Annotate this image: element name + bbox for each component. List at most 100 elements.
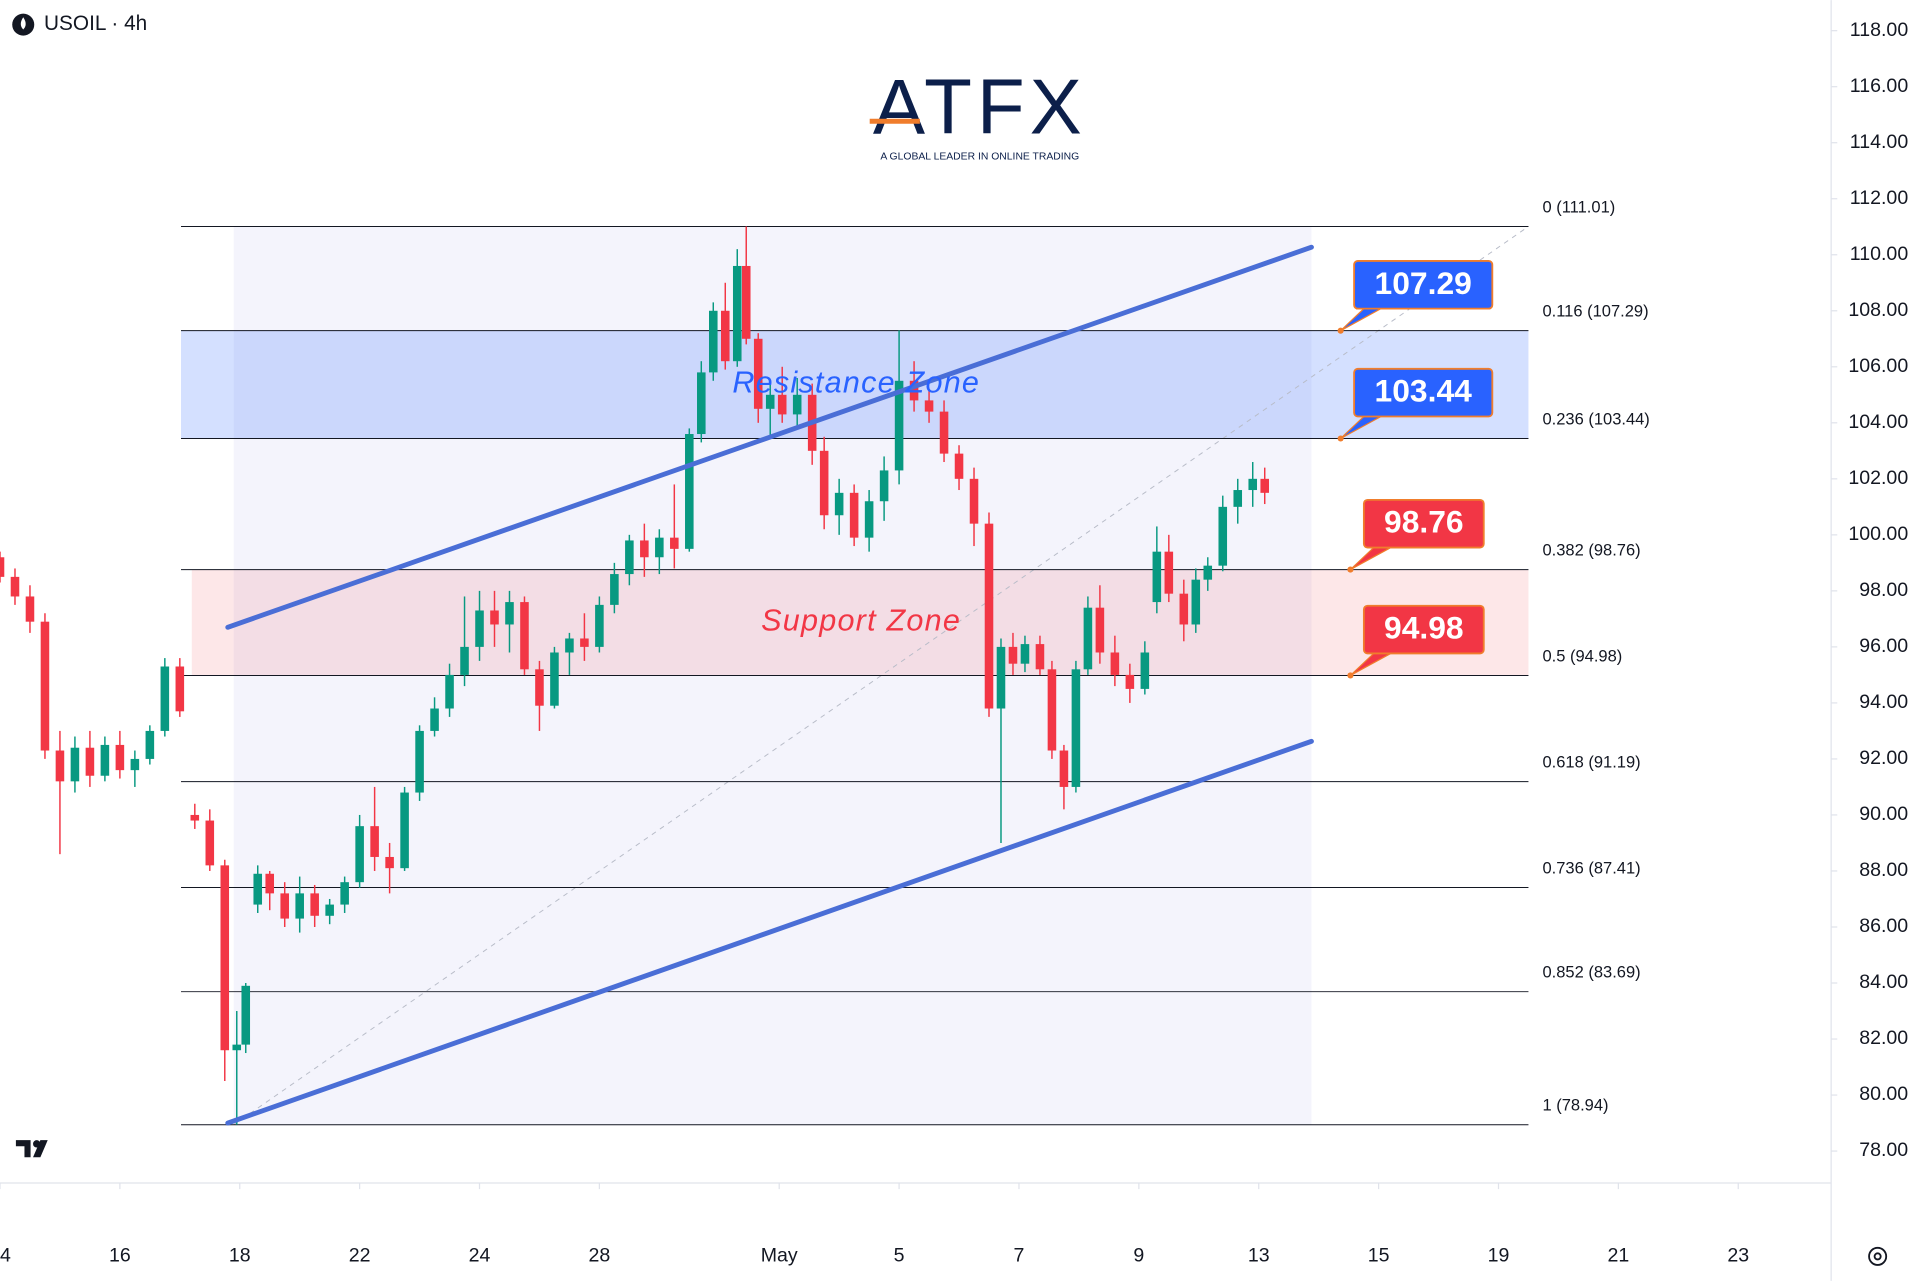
candle-body: [205, 820, 215, 866]
candle-body: [834, 492, 844, 516]
fib-label: 0 (111.01): [1542, 198, 1615, 216]
candle-body: [325, 904, 334, 916]
settings-gear-center[interactable]: [1873, 1252, 1882, 1261]
candle-body: [220, 865, 230, 1051]
x-tick-label: 23: [1727, 1245, 1749, 1267]
candle-body: [720, 310, 730, 362]
candle-body: [100, 744, 110, 776]
x-tick-label: 18: [229, 1245, 251, 1267]
symbol-title: USOIL · 4h: [44, 12, 147, 35]
candle-body: [415, 730, 424, 793]
y-tick-label: 108.00: [1848, 299, 1908, 321]
candle-body: [1059, 750, 1069, 787]
candle-body: [939, 411, 949, 454]
candle-body: [535, 669, 544, 706]
fib-label: 0.618 (91.19): [1542, 754, 1640, 772]
symbol-icon-drop: [20, 17, 26, 30]
candle-body: [1035, 644, 1045, 670]
y-tick-label: 96.00: [1859, 635, 1908, 657]
candle-body: [241, 985, 251, 1045]
candle-body: [0, 557, 5, 577]
channel-line: [225, 244, 1314, 630]
candle-body: [385, 856, 394, 869]
candle-body: [475, 610, 484, 647]
y-tick-label: 88.00: [1859, 859, 1908, 881]
y-tick-label: 90.00: [1859, 803, 1908, 825]
y-tick-label: 118.00: [1850, 19, 1909, 41]
candle-body: [115, 744, 125, 771]
zone-label: Resistance Zone: [732, 366, 980, 400]
candle-body: [580, 638, 589, 647]
y-tick-label: 106.00: [1848, 355, 1908, 377]
price-tag-anchor: [1337, 327, 1344, 334]
candle-body: [996, 646, 1006, 709]
candle-body: [55, 750, 65, 782]
y-tick-label: 86.00: [1859, 915, 1908, 937]
candle-body: [25, 596, 35, 622]
x-tick-label: 9: [1133, 1245, 1144, 1267]
tradingview-logo: [15, 1140, 48, 1158]
fib-label: 0.116 (107.29): [1542, 303, 1648, 321]
candle-body: [1140, 652, 1150, 689]
candle-body: [430, 708, 439, 731]
fib-label: 0.5 (94.98): [1542, 647, 1622, 665]
candle-body: [565, 638, 574, 653]
candle-body: [879, 470, 889, 502]
candle-body: [40, 621, 50, 751]
price-tag-box: [1353, 367, 1494, 418]
candle-body: [280, 893, 289, 919]
y-tick-label: 94.00: [1859, 691, 1908, 713]
zone: [181, 330, 1529, 439]
candle-body: [265, 873, 275, 894]
candle-body: [1152, 551, 1162, 603]
logo-tagline: A GLOBAL LEADER IN ONLINE TRADING: [880, 151, 1079, 162]
main-layer: 118.00 116.00 114.00 112.00 110.00 108.00 106.…: [0, 19, 1908, 1267]
candle-body: [1248, 478, 1258, 491]
x-tick-label: 5: [894, 1245, 905, 1267]
candle-body: [697, 372, 706, 435]
y-tick-label: 80.00: [1859, 1083, 1908, 1105]
price-tag-label: 94.98: [1384, 610, 1464, 646]
candle-body: [819, 450, 829, 516]
price-tag-label: 98.76: [1384, 504, 1464, 540]
candle-body: [370, 826, 379, 857]
fib-diagonal: [233, 226, 1529, 1126]
candle-body: [1095, 607, 1105, 653]
background-layer: [181, 225, 1529, 1126]
price-tag-box: [1353, 260, 1494, 310]
x-tick-label: 22: [349, 1245, 371, 1267]
candle-body: [160, 666, 170, 731]
candle-body: [490, 610, 499, 625]
candle-body: [1071, 669, 1081, 787]
candle-body: [685, 434, 694, 549]
candle-body: [894, 380, 904, 471]
candle-body: [10, 576, 20, 597]
candle-body: [355, 826, 364, 883]
candle-body: [1083, 607, 1093, 670]
candle-body: [595, 604, 604, 647]
y-tick-label: 98.00: [1859, 579, 1908, 601]
x-tick-label: 24: [469, 1245, 491, 1267]
candle-body: [232, 1044, 242, 1051]
candle-body: [625, 540, 634, 575]
y-tick-label: 84.00: [1859, 971, 1908, 993]
x-tick-label: May: [761, 1245, 798, 1267]
candle-body: [1218, 506, 1228, 566]
candle-body: [1047, 669, 1057, 751]
candle-body: [640, 540, 649, 558]
candle-body: [969, 478, 979, 524]
settings-gear[interactable]: [1868, 1246, 1888, 1266]
candle-body: [864, 501, 874, 538]
zone: [191, 569, 1529, 676]
settings-icon[interactable]: [1868, 1246, 1888, 1266]
candle-body: [984, 523, 994, 709]
atfx-logo: ATFX A GLOBAL LEADER IN ONLINE TRADING: [869, 62, 1082, 162]
price-tag-label: 103.44: [1375, 373, 1473, 409]
candle-body: [520, 602, 529, 670]
candle-body: [610, 574, 619, 605]
candle-body: [849, 492, 859, 538]
x-tick-label: 21: [1607, 1245, 1629, 1267]
candle-body: [909, 380, 919, 401]
candle-body: [310, 893, 319, 916]
